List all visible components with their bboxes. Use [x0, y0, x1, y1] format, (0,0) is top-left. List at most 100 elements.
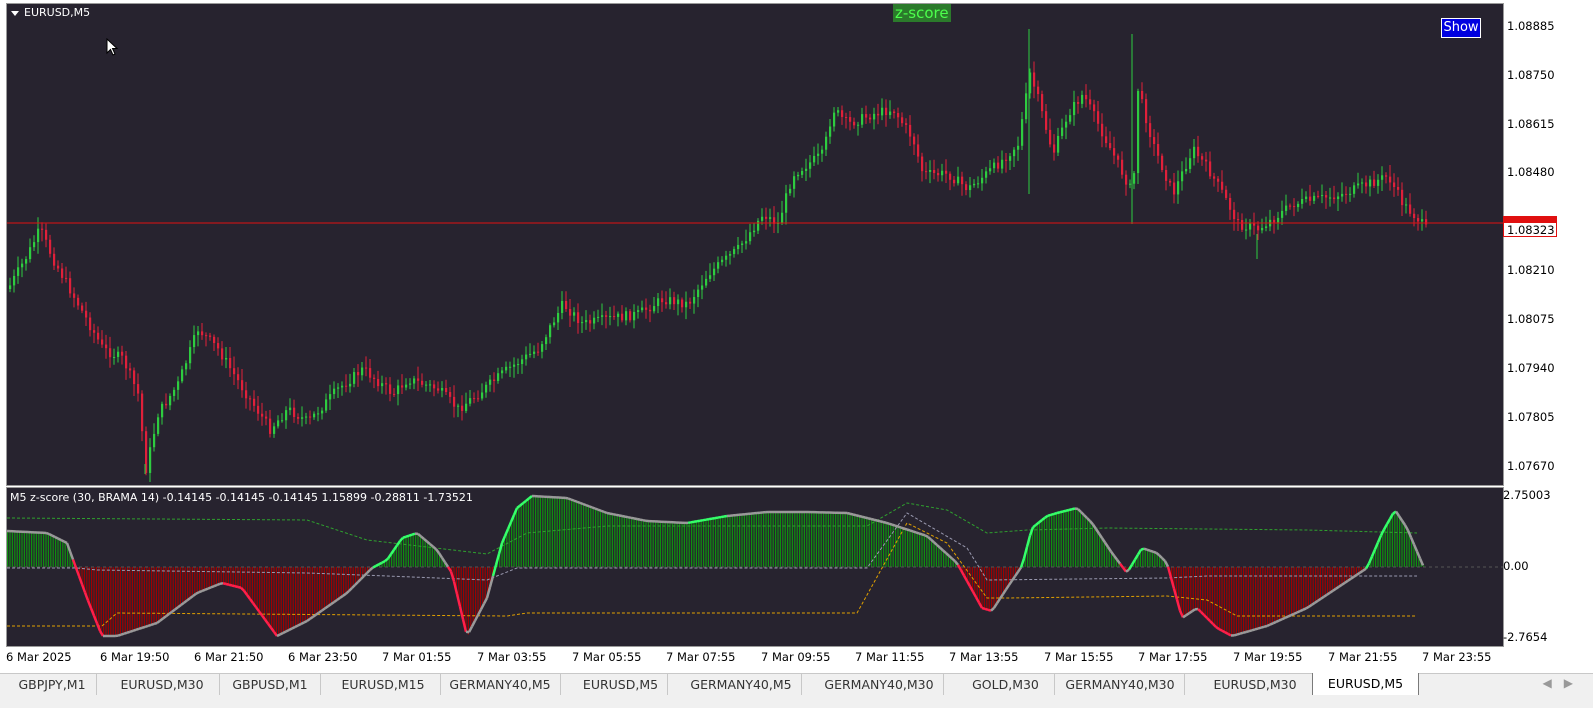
zscore-histogram-bar — [1295, 567, 1297, 614]
zscore-histogram-bar — [333, 567, 335, 603]
chart-tab[interactable]: EURUSD,M5 — [1312, 673, 1419, 696]
zscore-histogram-bar — [739, 514, 741, 567]
candle-body — [849, 117, 852, 122]
chart-tab[interactable]: EURUSD,M30 — [1198, 674, 1313, 695]
chart-tab[interactable]: EURUSD,M30 — [105, 674, 220, 695]
zscore-line-segment — [342, 592, 347, 597]
zscore-histogram-bar — [235, 567, 237, 587]
dropdown-triangle-icon[interactable] — [11, 10, 19, 16]
candle-body — [81, 305, 84, 311]
candle-body — [1229, 197, 1232, 210]
zscore-histogram-bar — [643, 520, 645, 567]
zscore-histogram-bar — [969, 567, 971, 586]
candle-body — [581, 322, 584, 324]
chart-tab[interactable]: GBPUSD,M1 — [220, 674, 321, 695]
zscore-histogram-bar — [1067, 510, 1069, 567]
tab-scroll-left-icon[interactable]: ◀ — [1542, 676, 1564, 690]
symbol-title[interactable]: EURUSD,M5 — [11, 6, 90, 19]
zscore-line-segment — [330, 601, 335, 606]
zscore-histogram-bar — [1403, 523, 1405, 567]
zscore-histogram-bar — [1279, 567, 1281, 621]
show-button[interactable]: Show — [1441, 18, 1481, 38]
candle-body — [301, 417, 304, 419]
candle-body — [749, 232, 752, 242]
zscore-line-segment — [1341, 581, 1346, 586]
zscore-histogram-bar — [21, 531, 23, 567]
zscore-line-segment — [1293, 611, 1298, 615]
chart-tab[interactable]: GERMANY40,M5 — [440, 674, 561, 695]
zscore-histogram-bar — [650, 521, 652, 567]
chart-tab[interactable]: GERMANY40,M30 — [815, 674, 944, 695]
candlestick-chart — [7, 29, 1503, 482]
zscore-histogram-bar — [107, 567, 109, 636]
tab-scroll-right-icon[interactable]: ▶ — [1563, 676, 1585, 690]
candle-body — [1349, 193, 1352, 195]
zscore-histogram-bar — [1075, 508, 1077, 567]
candle-body — [461, 405, 464, 411]
candle-body — [1369, 179, 1372, 187]
chart-tab[interactable]: GERMANY40,M5 — [681, 674, 802, 695]
candle-body — [1057, 135, 1060, 153]
zscore-line-segment — [708, 517, 713, 521]
zscore-histogram-bar — [1108, 547, 1110, 567]
zscore-line-segment — [1053, 511, 1058, 516]
zscore-histogram-bar — [187, 567, 189, 601]
zscore-histogram-bar — [151, 567, 153, 625]
candle-body — [61, 268, 64, 278]
zscore-histogram-bar — [640, 519, 642, 567]
candle-body — [845, 116, 848, 118]
chart-tab[interactable]: EURUSD,M5 — [574, 674, 668, 695]
zscore-histogram-bar — [530, 497, 532, 567]
candle-body — [657, 298, 660, 307]
candle-body — [293, 407, 296, 417]
candle-body — [1409, 204, 1412, 214]
zscore-histogram-bar — [647, 521, 649, 567]
price-chart-pane[interactable]: EURUSD,M5 z-score Show — [6, 3, 1504, 486]
candle-body — [277, 420, 280, 427]
zscore-histogram-bar — [842, 512, 844, 567]
chart-tab[interactable]: EURUSD,M15 — [326, 674, 441, 695]
zscore-line-segment — [372, 564, 377, 569]
zscore-histogram-bar — [81, 567, 83, 583]
indicator-tick-label: -2.7654 — [1503, 630, 1548, 644]
zscore-line-segment — [254, 606, 261, 613]
candle-body — [85, 310, 88, 318]
candle-body — [549, 325, 552, 338]
candle-body — [169, 395, 172, 406]
candle-body — [1125, 174, 1128, 185]
chart-tab[interactable]: GBPJPY,M1 — [8, 674, 97, 695]
chart-window[interactable]: EURUSD,M5 z-score Show M5 z-score (30, B… — [0, 0, 1593, 673]
candle-body — [1113, 148, 1116, 156]
zscore-histogram-bar — [287, 567, 289, 631]
zscore-line-segment — [429, 543, 434, 548]
zscore-indicator-pane[interactable]: M5 z-score (30, BRAMA 14) -0.14145 -0.14… — [6, 487, 1504, 647]
zscore-histogram-bar — [1226, 567, 1228, 633]
zscore-histogram-bar — [964, 567, 966, 577]
time-tick-label: 7 Mar 01:55 — [382, 650, 452, 664]
candle-body — [589, 320, 592, 324]
zscore-line-segment — [699, 518, 704, 522]
chart-tab[interactable]: GERMANY40,M30 — [1056, 674, 1185, 695]
zscore-line-segment — [1373, 541, 1380, 550]
zscore-line-segment — [384, 557, 389, 563]
candle-body — [937, 173, 940, 176]
chart-tab[interactable]: GOLD,M30 — [957, 674, 1055, 695]
candle-body — [1389, 176, 1392, 183]
upper-band-line — [7, 502, 1418, 555]
zscore-line-segment — [216, 582, 221, 587]
candle-body — [1421, 219, 1424, 222]
zscore-histogram-bar — [244, 567, 246, 592]
indicator-title: M5 z-score (30, BRAMA 14) -0.14145 -0.14… — [10, 491, 473, 504]
candle-body — [577, 312, 580, 324]
zscore-histogram-bar — [1255, 567, 1257, 630]
tab-scroll-arrows[interactable]: ◀▶ — [1543, 676, 1585, 690]
zscore-line-segment — [1149, 549, 1154, 553]
zscore-line-segment — [1317, 597, 1322, 602]
candle-body — [541, 344, 544, 352]
zscore-histogram-bar — [38, 532, 40, 567]
zscore-histogram-bar — [1029, 537, 1031, 567]
zscore-histogram-bar — [835, 512, 837, 567]
candle-body — [477, 398, 480, 400]
zscore-line-segment — [494, 553, 501, 566]
zscore-histogram-bar — [69, 549, 71, 567]
